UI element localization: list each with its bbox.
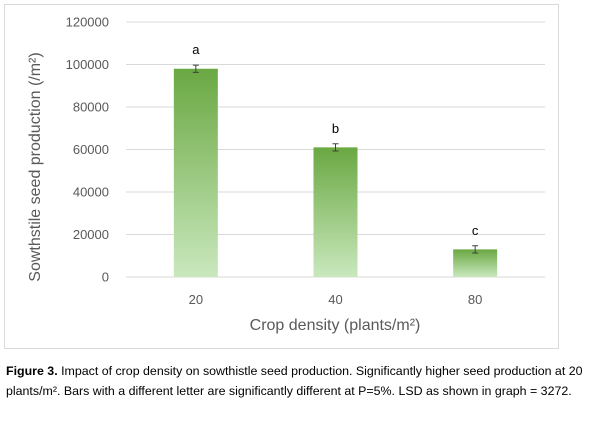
- y-tick-label: 100000: [66, 57, 109, 72]
- bar: [173, 68, 218, 277]
- bar-chart: 0 20000 40000 60000 80000 100000 120000 a 20 b 40 c…: [27, 15, 545, 334]
- y-tick-label: 60000: [73, 142, 109, 157]
- y-tick-label: 80000: [73, 100, 109, 115]
- y-tick-label: 120000: [66, 15, 109, 30]
- figure-caption: Figure 3. Impact of crop density on sowt…: [6, 361, 610, 401]
- caption-label: Figure 3.: [6, 364, 58, 378]
- chart-frame: [4, 4, 559, 349]
- bar: [453, 249, 498, 277]
- y-tick-label: 20000: [73, 227, 109, 242]
- x-tick-label: 80: [468, 292, 482, 307]
- x-tick-label: 40: [328, 292, 342, 307]
- significance-letter: a: [192, 42, 200, 57]
- x-tick-label: 20: [189, 292, 203, 307]
- x-axis-title: Crop density (plants/m²): [250, 317, 421, 334]
- y-tick-label: 0: [102, 270, 109, 285]
- caption-text: Impact of crop density on sowthistle see…: [6, 364, 583, 398]
- significance-letter: b: [332, 121, 339, 136]
- y-tick-label: 40000: [73, 185, 109, 200]
- significance-letter: c: [472, 223, 479, 238]
- bar: [313, 147, 358, 277]
- y-axis-title: Sowthstile seed production (/m²): [27, 52, 44, 281]
